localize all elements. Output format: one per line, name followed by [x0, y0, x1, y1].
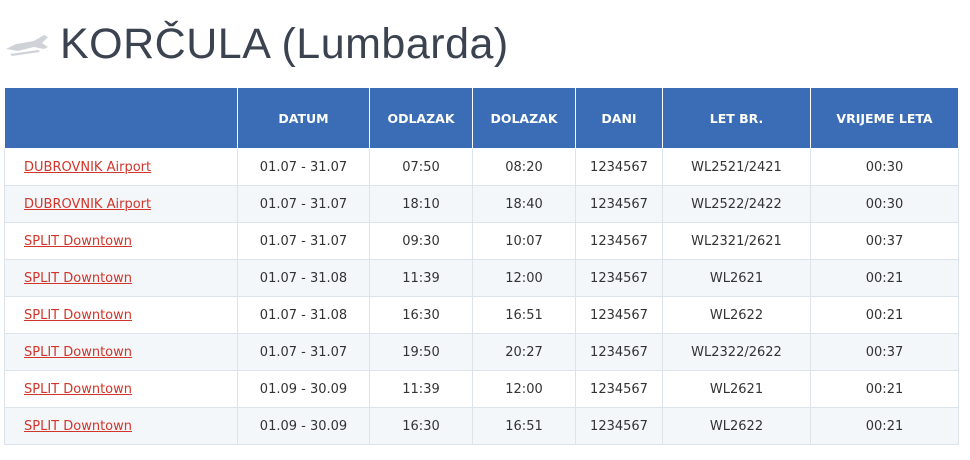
cell: 00:21	[810, 259, 959, 297]
route-link[interactable]: SPLIT Downtown	[24, 418, 132, 434]
cell: 19:50	[369, 333, 473, 371]
cell: 00:30	[810, 148, 959, 186]
cell: 01.09 - 30.09	[237, 407, 370, 445]
table-row: SPLIT Downtown 01.07 - 31.07 09:30 10:07 123…	[4, 222, 959, 260]
table-row: SPLIT Downtown 01.09 - 30.09 16:30 16:51 123…	[4, 407, 959, 445]
header-row: DATUM ODLAZAK DOLAZAK DANI LET BR. VRIJEME LE…	[4, 88, 959, 149]
route-link[interactable]: SPLIT Downtown	[24, 344, 132, 360]
cell: SPLIT Downtown	[4, 333, 238, 371]
cell: 00:21	[810, 370, 959, 408]
schedule-table: DATUM ODLAZAK DOLAZAK DANI LET BR. VRIJEME LE…	[4, 88, 959, 445]
cell: SPLIT Downtown	[4, 296, 238, 334]
cell: 16:51	[472, 407, 576, 445]
cell: 01.09 - 30.09	[237, 370, 370, 408]
cell: 01.07 - 31.07	[237, 333, 370, 371]
route-link[interactable]: SPLIT Downtown	[24, 233, 132, 249]
cell: WL2621	[662, 259, 811, 297]
header-cell	[4, 88, 238, 149]
table-body: DUBROVNIK Airport 01.07 - 31.07 07:50 08:20…	[4, 148, 959, 445]
cell: 11:39	[369, 370, 473, 408]
header-cell: VRIJEME LETA	[810, 88, 959, 149]
cell: 00:21	[810, 407, 959, 445]
cell: 1234567	[575, 370, 663, 408]
cell: WL2322/2622	[662, 333, 811, 371]
page-title: KORČULA (Lumbarda)	[60, 19, 509, 68]
cell: WL2321/2621	[662, 222, 811, 260]
cell: 01.07 - 31.07	[237, 148, 370, 186]
cell: 1234567	[575, 296, 663, 334]
cell: WL2621	[662, 370, 811, 408]
cell: SPLIT Downtown	[4, 407, 238, 445]
cell: 08:20	[472, 148, 576, 186]
cell: 00:37	[810, 333, 959, 371]
header-cell: DOLAZAK	[472, 88, 576, 149]
cell: 00:21	[810, 296, 959, 334]
cell: 1234567	[575, 259, 663, 297]
cell: 01.07 - 31.08	[237, 259, 370, 297]
cell: SPLIT Downtown	[4, 259, 238, 297]
cell: 00:30	[810, 185, 959, 223]
cell: 18:10	[369, 185, 473, 223]
table-row: SPLIT Downtown 01.07 - 31.07 19:50 20:27 123…	[4, 333, 959, 371]
cell: DUBROVNIK Airport	[4, 185, 238, 223]
cell: 1234567	[575, 407, 663, 445]
table-row: SPLIT Downtown 01.09 - 30.09 11:39 12:00 123…	[4, 370, 959, 408]
header-cell: ODLAZAK	[369, 88, 473, 149]
cell: DUBROVNIK Airport	[4, 148, 238, 186]
route-link[interactable]: SPLIT Downtown	[24, 307, 132, 323]
cell: 00:37	[810, 222, 959, 260]
cell: WL2521/2421	[662, 148, 811, 186]
route-link[interactable]: DUBROVNIK Airport	[24, 196, 152, 212]
table-row: DUBROVNIK Airport 01.07 - 31.07 07:50 08:20…	[4, 148, 959, 186]
cell: 07:50	[369, 148, 473, 186]
page-header: KORČULA (Lumbarda)	[4, 14, 509, 74]
cell: 16:30	[369, 407, 473, 445]
cell: 10:07	[472, 222, 576, 260]
cell: 1234567	[575, 222, 663, 260]
cell: 11:39	[369, 259, 473, 297]
cell: SPLIT Downtown	[4, 222, 238, 260]
cell: 1234567	[575, 333, 663, 371]
table-row: SPLIT Downtown 01.07 - 31.08 16:30 16:51 123…	[4, 296, 959, 334]
cell: 01.07 - 31.07	[237, 185, 370, 223]
cell: 1234567	[575, 185, 663, 223]
cell: 18:40	[472, 185, 576, 223]
cell: WL2622	[662, 296, 811, 334]
cell: 12:00	[472, 370, 576, 408]
cell: WL2622	[662, 407, 811, 445]
plane-icon	[6, 35, 48, 56]
table-row: SPLIT Downtown 01.07 - 31.08 11:39 12:00 123…	[4, 259, 959, 297]
table-row: DUBROVNIK Airport 01.07 - 31.07 18:10 18:40…	[4, 185, 959, 223]
cell: 16:30	[369, 296, 473, 334]
cell: 16:51	[472, 296, 576, 334]
route-link[interactable]: SPLIT Downtown	[24, 381, 132, 397]
cell: WL2522/2422	[662, 185, 811, 223]
header-cell: DATUM	[237, 88, 370, 149]
cell: 12:00	[472, 259, 576, 297]
route-link[interactable]: SPLIT Downtown	[24, 270, 132, 286]
cell: 01.07 - 31.07	[237, 222, 370, 260]
header-cell: DANI	[575, 88, 663, 149]
cell: SPLIT Downtown	[4, 370, 238, 408]
cell: 1234567	[575, 148, 663, 186]
cell: 20:27	[472, 333, 576, 371]
route-link[interactable]: DUBROVNIK Airport	[24, 159, 152, 175]
cell: 09:30	[369, 222, 473, 260]
cell: 01.07 - 31.08	[237, 296, 370, 334]
header-cell: LET BR.	[662, 88, 811, 149]
